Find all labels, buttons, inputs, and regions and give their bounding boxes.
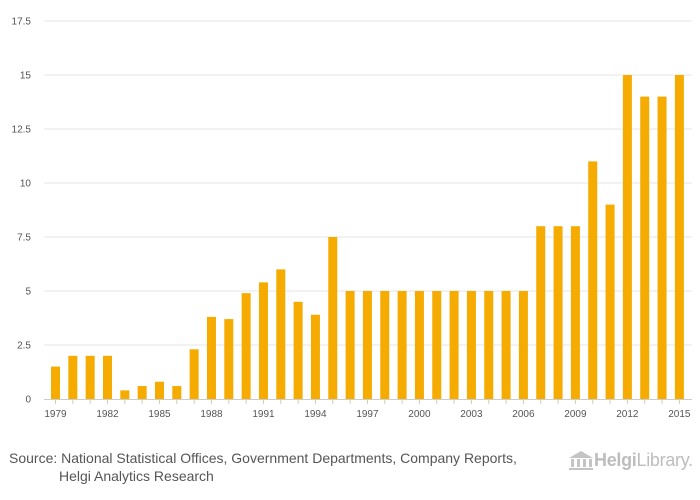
x-tick-label: 1979 (44, 409, 67, 420)
bar[interactable] (328, 237, 338, 399)
bar[interactable] (241, 293, 251, 399)
bar-series (51, 75, 684, 399)
x-tick-label: 1991 (252, 409, 275, 420)
x-axis-ticks: 1979 1982 1985 1988 1991 1994 1997 2000 2003 2006… (44, 399, 691, 420)
source-line-1: Source: National Statistical Offices, Go… (9, 450, 517, 466)
bar[interactable] (397, 291, 407, 399)
x-tick-label: 2015 (668, 409, 691, 420)
bar[interactable] (449, 291, 459, 399)
bar[interactable] (622, 75, 632, 399)
x-tick-label: 1982 (96, 409, 119, 420)
bar[interactable] (553, 226, 563, 399)
x-tick-label: 1988 (200, 409, 223, 420)
y-tick-label: 2.5 (17, 341, 31, 352)
logo-text-rest: Library. (636, 449, 694, 470)
x-tick-label: 1985 (148, 409, 171, 420)
helgi-library-logo[interactable]: HelgiLibrary. (568, 448, 693, 472)
y-tick-label: 7.5 (17, 233, 31, 244)
bar[interactable] (362, 291, 372, 399)
y-tick-label: 17.5 (12, 17, 32, 28)
x-tick-label: 2012 (616, 409, 639, 420)
bar[interactable] (102, 355, 112, 399)
bar[interactable] (276, 269, 286, 399)
bar[interactable] (154, 381, 164, 399)
x-tick-label: 2000 (408, 409, 431, 420)
x-tick-label: 1994 (304, 409, 327, 420)
logo-text: HelgiLibrary. (594, 450, 693, 471)
bar[interactable] (501, 291, 511, 399)
bar[interactable] (640, 96, 650, 399)
bar[interactable] (588, 161, 598, 399)
bar[interactable] (414, 291, 424, 399)
y-axis-ticks: 0 2.5 5 7.5 10 12.5 15 17.5 (12, 17, 32, 406)
y-tick-label: 15 (20, 71, 32, 82)
bar[interactable] (345, 291, 355, 399)
x-tick-label: 1997 (356, 409, 379, 420)
source-line-2: Helgi Analytics Research (59, 468, 214, 484)
logo-text-bold: Helgi (594, 449, 637, 470)
bar[interactable] (206, 316, 216, 399)
bar[interactable] (657, 96, 667, 399)
bar[interactable] (570, 226, 580, 399)
bar[interactable] (293, 301, 303, 399)
y-tick-label: 0 (25, 395, 31, 406)
bar[interactable] (68, 355, 78, 399)
x-tick-label: 2009 (564, 409, 587, 420)
bar[interactable] (536, 226, 546, 399)
gridlines (44, 20, 692, 346)
bar[interactable] (51, 366, 60, 399)
bar[interactable] (224, 319, 234, 399)
library-building-icon (569, 451, 593, 470)
y-tick-label: 12.5 (12, 125, 32, 136)
bar[interactable] (172, 386, 182, 399)
bar[interactable] (137, 386, 147, 399)
bar[interactable] (432, 291, 442, 399)
bar[interactable] (674, 75, 684, 399)
source-note: Source: National Statistical Offices, Go… (9, 449, 549, 485)
bar[interactable] (605, 204, 615, 399)
bar[interactable] (120, 390, 130, 399)
bar[interactable] (258, 282, 268, 399)
bar[interactable] (466, 291, 476, 399)
bar[interactable] (518, 291, 528, 399)
bar[interactable] (380, 291, 390, 399)
x-tick-label: 2006 (512, 409, 535, 420)
bar[interactable] (189, 349, 199, 399)
x-tick-label: 2003 (460, 409, 483, 420)
bar[interactable] (310, 314, 320, 399)
bar[interactable] (484, 291, 494, 399)
y-tick-label: 10 (20, 179, 32, 190)
bar[interactable] (85, 355, 95, 399)
bar-chart: 0 2.5 5 7.5 10 12.5 15 17.5 1979 1982 1985 1988 199… (12, 17, 692, 420)
y-tick-label: 5 (25, 287, 31, 298)
